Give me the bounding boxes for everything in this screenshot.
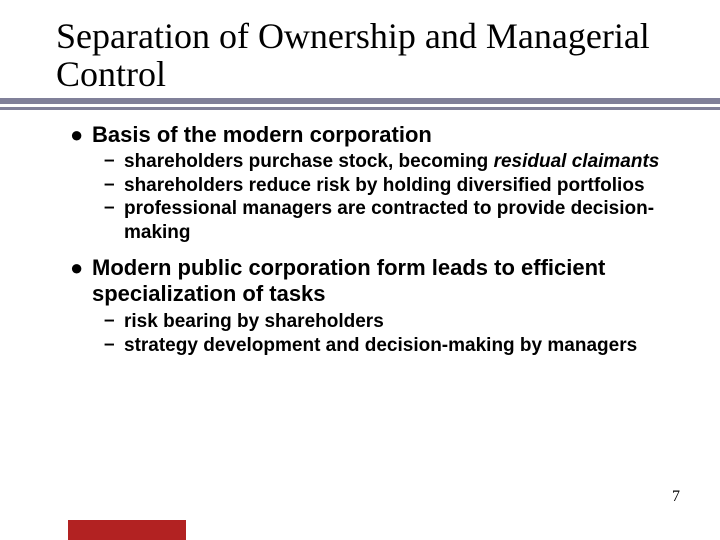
dash-marker: –	[104, 150, 124, 172]
sub-text: shareholders reduce risk by holding dive…	[124, 174, 645, 198]
slide-title: Separation of Ownership and Managerial C…	[56, 18, 680, 94]
sub-text: risk bearing by shareholders	[124, 310, 384, 334]
footer-red-bar	[68, 520, 186, 540]
sub-text: strategy development and decision-making…	[124, 334, 637, 358]
page-number: 7	[672, 488, 680, 506]
sub-item: – shareholders purchase stock, becoming …	[104, 150, 680, 174]
bullet-item: ● Modern public corporation form leads t…	[70, 255, 680, 308]
dash-marker: –	[104, 334, 124, 356]
sub-item: – shareholders reduce risk by holding di…	[104, 174, 680, 198]
bullet-item: ● Basis of the modern corporation	[70, 122, 680, 148]
sub-list: – shareholders purchase stock, becoming …	[104, 150, 680, 245]
sub-item: – strategy development and decision-maki…	[104, 334, 680, 358]
content-area: ● Basis of the modern corporation – shar…	[56, 122, 680, 358]
sub-list: – risk bearing by shareholders – strateg…	[104, 310, 680, 358]
dash-marker: –	[104, 197, 124, 219]
bullet-marker: ●	[70, 255, 92, 281]
sub-item: – professional managers are contracted t…	[104, 197, 680, 245]
bullet-text: Modern public corporation form leads to …	[92, 255, 680, 308]
sub-text: professional managers are contracted to …	[124, 197, 680, 245]
sub-text: shareholders purchase stock, becoming re…	[124, 150, 659, 174]
bullet-marker: ●	[70, 122, 92, 148]
dash-marker: –	[104, 174, 124, 196]
bullet-text: Basis of the modern corporation	[92, 122, 432, 148]
title-underline-thick	[0, 98, 720, 104]
sub-item: – risk bearing by shareholders	[104, 310, 680, 334]
title-underline-thin	[0, 107, 720, 110]
dash-marker: –	[104, 310, 124, 332]
